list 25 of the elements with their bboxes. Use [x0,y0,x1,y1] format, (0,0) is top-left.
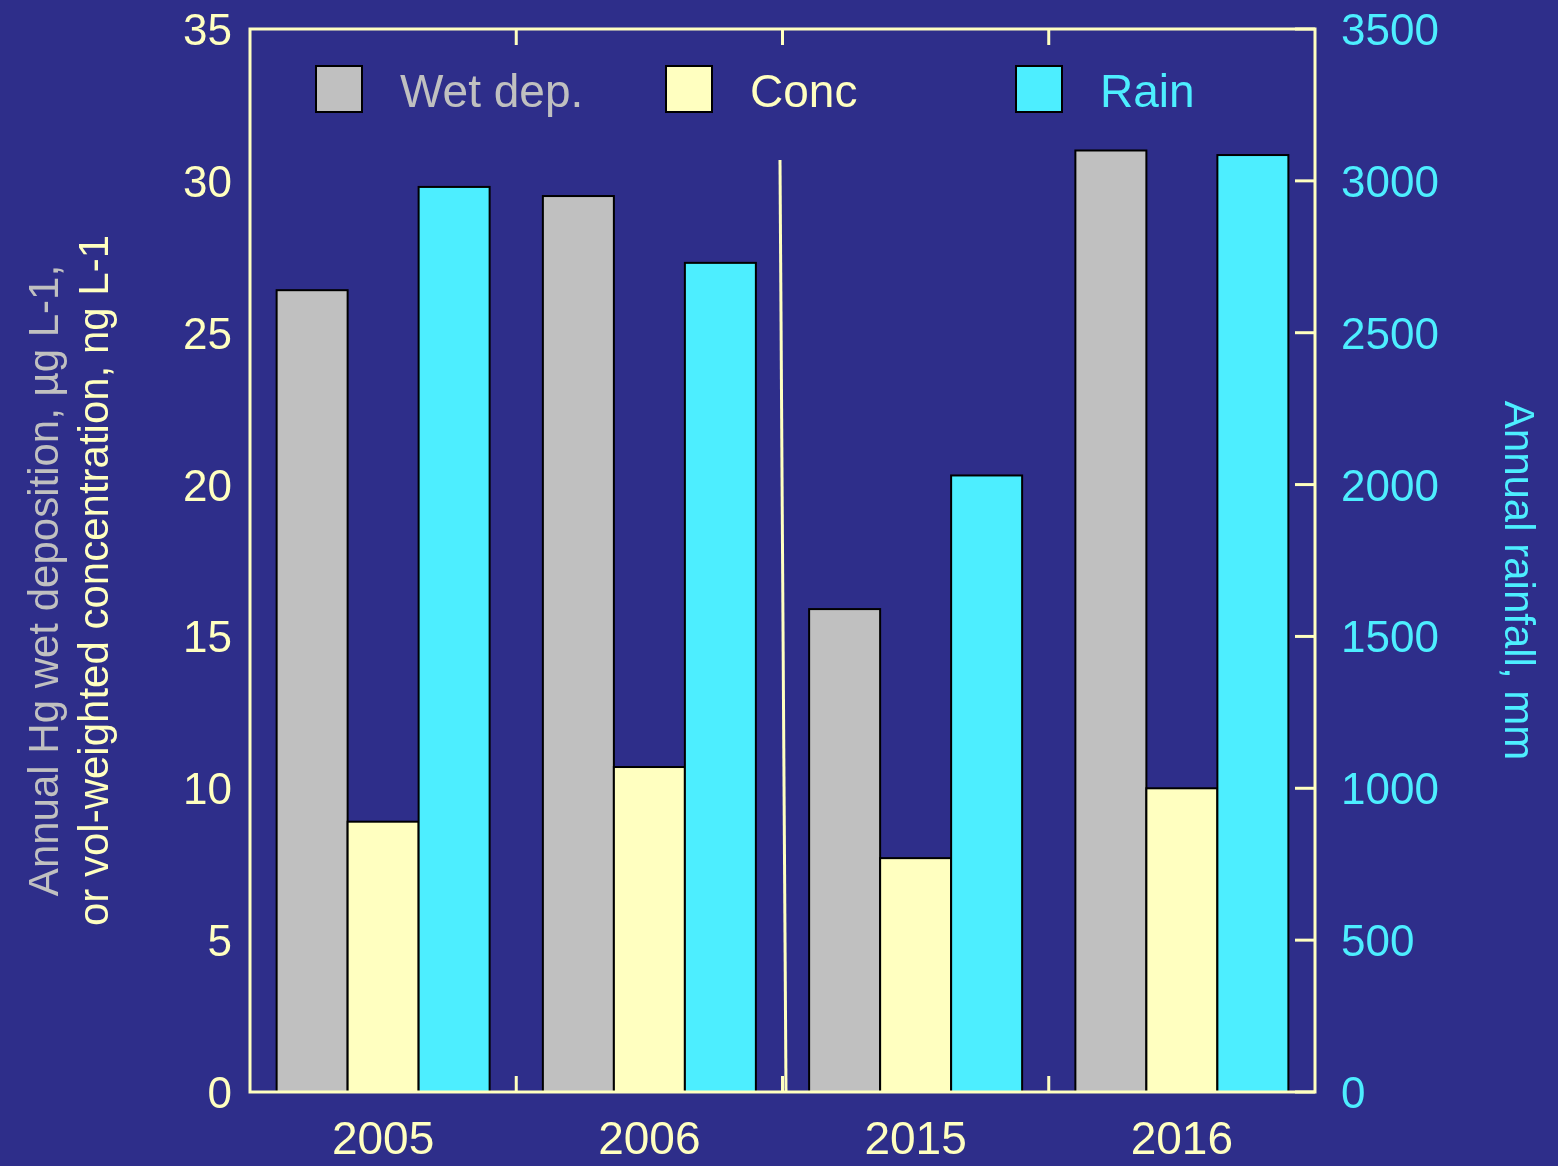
y2-tick-label: 0 [1341,1068,1366,1117]
y-tick-label: 25 [183,308,232,358]
x-tick-label: 2006 [598,1112,701,1164]
x-tick-label: 2015 [864,1112,967,1164]
legend-label: Wet dep. [400,65,584,117]
y2-axis-title: Annual rainfall, mm [1496,400,1543,761]
y-tick-label: 15 [183,612,232,662]
y-tick-label: 35 [183,5,232,54]
y-tick-label: 10 [183,764,232,814]
y-tick-label: 5 [207,916,232,966]
y-tick-label: 0 [207,1068,232,1117]
y2-tick-label: 1500 [1341,612,1439,662]
y2-tick-label: 1000 [1341,764,1439,814]
legend-label: Rain [1100,65,1195,117]
y-axis-title: Annual Hg wet deposition, µg L-1, or vol-weighted concentration, ng L-1 [20,234,117,927]
legend-label: Conc [750,65,858,117]
y2-tick-label: 2500 [1341,308,1439,358]
y2-tick-label: 500 [1341,916,1415,966]
y-tick-label: 20 [183,460,232,510]
x-tick-label: 2005 [331,1112,435,1164]
y2-tick-label: 3000 [1341,156,1439,206]
y2-tick-label: 2000 [1341,460,1439,510]
y2-tick-label: 3500 [1341,5,1439,54]
x-tick-label: 2016 [1130,1112,1234,1164]
y-tick-label: 30 [183,156,232,206]
